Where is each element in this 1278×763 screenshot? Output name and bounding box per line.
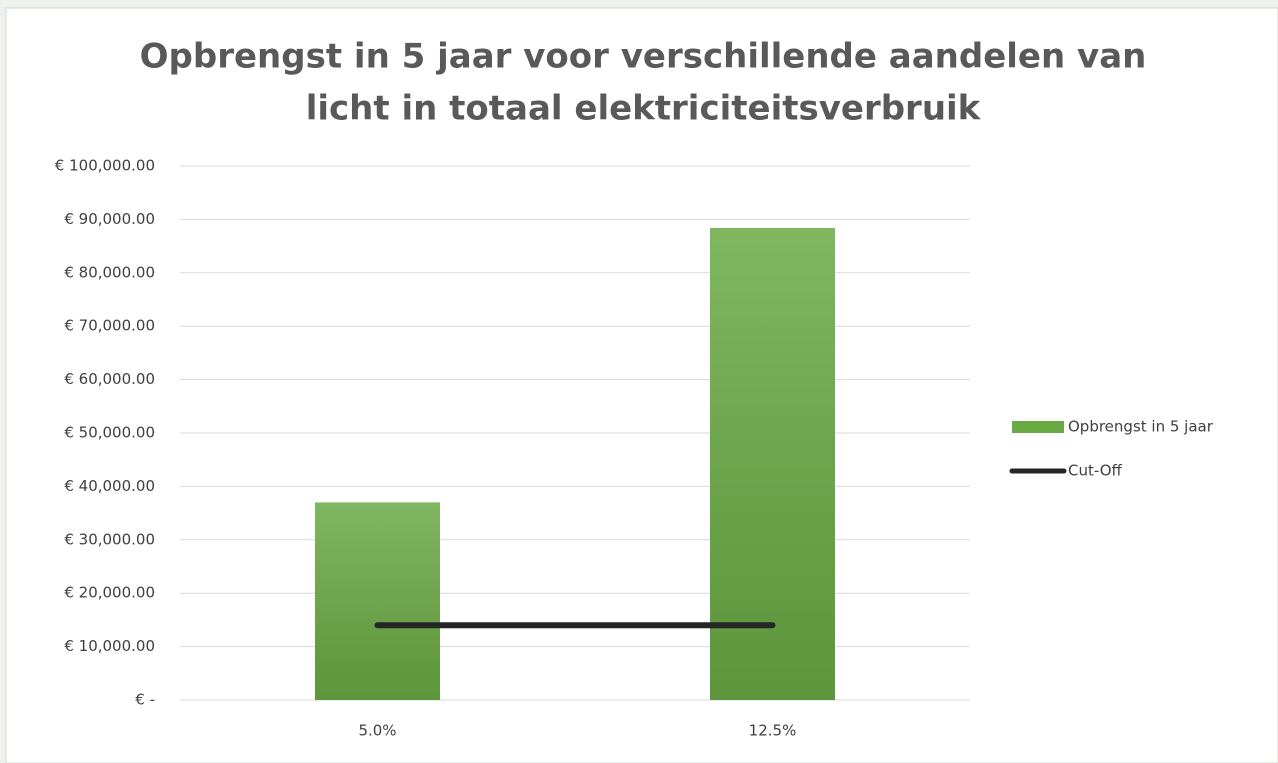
legend-label: Cut-Off (1068, 462, 1122, 480)
y-tick-label: € 10,000.00 (64, 637, 155, 655)
y-tick-label: € 60,000.00 (64, 370, 155, 388)
legend-label: Opbrengst in 5 jaar (1068, 418, 1214, 436)
y-tick-label: € 70,000.00 (64, 317, 155, 335)
legend-swatch (1012, 421, 1064, 433)
bar-shade (710, 227, 835, 700)
y-tick-label: € 40,000.00 (64, 477, 155, 495)
y-tick-label: € 20,000.00 (64, 584, 155, 602)
y-tick-label: € - (135, 691, 155, 709)
bar-shade (315, 502, 440, 700)
y-tick-label: € 90,000.00 (64, 210, 155, 228)
chart-title: licht in totaal elektriciteitsverbruik (306, 89, 982, 129)
y-tick-label: € 30,000.00 (64, 530, 155, 548)
chart-area (5, 7, 1278, 763)
chart-title: Opbrengst in 5 jaar voor verschillende a… (140, 37, 1147, 77)
y-tick-label: € 50,000.00 (64, 424, 155, 442)
x-tick-label: 5.0% (358, 722, 396, 740)
y-tick-label: € 100,000.00 (55, 157, 155, 175)
y-tick-label: € 80,000.00 (64, 263, 155, 281)
x-tick-label: 12.5% (749, 722, 797, 740)
